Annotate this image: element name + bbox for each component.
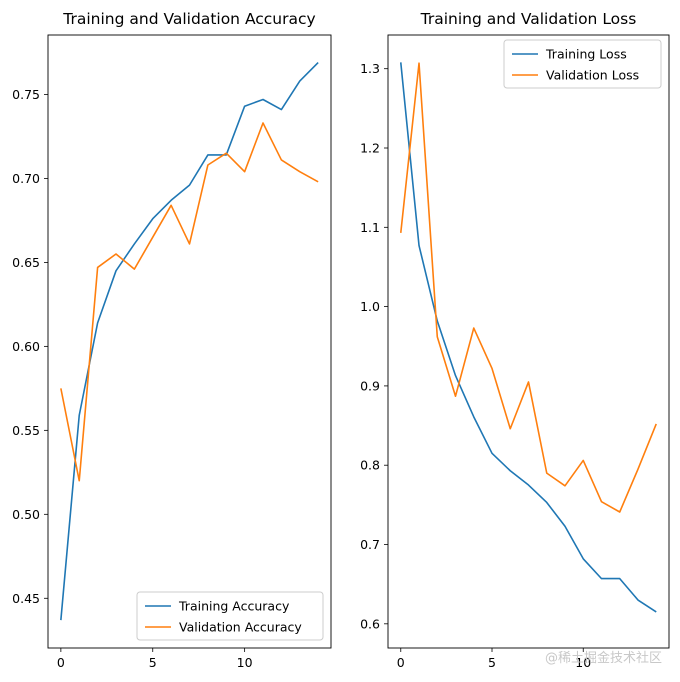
y-tick-label: 0.60	[12, 339, 40, 354]
y-tick-label: 0.50	[12, 507, 40, 522]
legend-label: Validation Loss	[546, 68, 639, 83]
series-line-training	[60, 61, 319, 621]
axes-frame	[387, 34, 670, 649]
y-tick-label: 1.3	[360, 61, 380, 76]
legend-box	[136, 591, 324, 641]
y-tick-label: 0.45	[12, 591, 40, 606]
chart-panel-2: Training and Validation Loss 0.6 0.7 0.8 0.9…	[360, 10, 670, 670]
y-tick-label: 0.55	[12, 423, 40, 438]
chart-title: Training and Validation Accuracy	[62, 10, 315, 28]
y-tick-label: 1.2	[360, 141, 380, 156]
y-tick-label: 0.9	[360, 378, 380, 393]
legend-box	[503, 39, 662, 89]
x-tick-label: 5	[488, 655, 496, 670]
y-tick-label: 0.8	[360, 458, 380, 473]
y-tick-label: 0.70	[12, 171, 40, 186]
series-line-training	[399, 62, 657, 613]
y-tick-label: 1.0	[360, 299, 380, 314]
x-tick-label: 10	[237, 655, 253, 670]
chart-title: Training and Validation Loss	[420, 10, 637, 28]
y-tick-label: 0.6	[360, 616, 380, 631]
x-tick-label: 5	[149, 655, 157, 670]
axes-frame	[47, 34, 332, 649]
x-tick-label: 0	[397, 655, 405, 670]
y-tick-label: 0.65	[12, 255, 40, 270]
legend-label: Validation Accuracy	[179, 620, 302, 635]
legend: Training Accuracy Validation Accuracy	[136, 591, 324, 641]
series-line-validation	[60, 122, 319, 482]
series-line-validation	[399, 62, 657, 513]
legend-label: Training Accuracy	[178, 599, 290, 614]
watermark: @稀土掘金技术社区	[544, 651, 662, 666]
chart-panel-1: Training and Validation Accuracy 0.45 0.50…	[12, 10, 332, 670]
x-tick-label: 0	[57, 655, 65, 670]
legend-label: Training Loss	[545, 47, 627, 62]
y-tick-label: 0.7	[360, 537, 380, 552]
x-tick-label: 10	[575, 655, 591, 670]
legend: Training Loss Validation Loss	[503, 39, 662, 89]
y-tick-label: 0.75	[12, 87, 40, 102]
y-tick-label: 1.1	[360, 220, 380, 235]
